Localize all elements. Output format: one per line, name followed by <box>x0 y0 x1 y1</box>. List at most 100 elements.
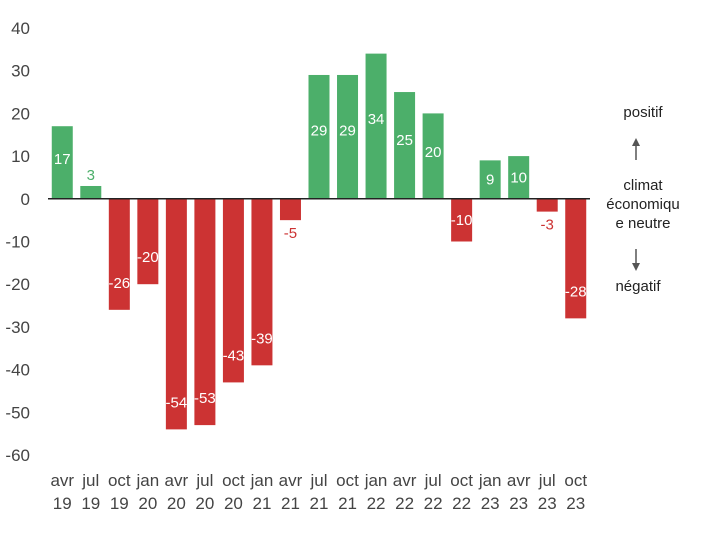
x-tick-year: 20 <box>138 494 157 513</box>
x-tick-month: oct <box>564 471 587 490</box>
x-tick-year: 23 <box>509 494 528 513</box>
bar <box>80 185 102 199</box>
bar <box>251 198 273 366</box>
x-tick-year: 23 <box>566 494 585 513</box>
bar <box>108 198 130 310</box>
bar <box>194 198 216 426</box>
data-label: 29 <box>311 123 328 140</box>
y-tick-label: -40 <box>5 361 30 380</box>
y-tick-label: -30 <box>5 318 30 337</box>
bar <box>565 198 587 319</box>
bar <box>451 198 473 242</box>
x-tick-month: avr <box>393 471 417 490</box>
data-label: 25 <box>396 132 413 149</box>
legend-neutral-line1: climat <box>623 177 663 194</box>
arrow-up-icon <box>632 138 640 160</box>
bar <box>279 198 301 221</box>
bar <box>308 74 330 199</box>
data-label: 29 <box>339 123 356 140</box>
data-label: -26 <box>108 275 130 292</box>
x-tick-month: oct <box>450 471 473 490</box>
x-tick-year: 22 <box>424 494 443 513</box>
data-label: -10 <box>451 212 473 229</box>
x-tick-year: 20 <box>167 494 186 513</box>
x-tick-month: jul <box>424 471 442 490</box>
data-label: 34 <box>368 111 385 128</box>
y-tick-label: 0 <box>21 190 30 209</box>
x-tick-year: 21 <box>310 494 329 513</box>
x-tick-year: 22 <box>367 494 386 513</box>
x-tick-month: avr <box>165 471 189 490</box>
bar <box>51 126 73 199</box>
bar <box>137 198 159 285</box>
y-tick-label: 40 <box>11 19 30 38</box>
y-tick-label: 20 <box>11 104 30 123</box>
x-tick-month: jul <box>309 471 327 490</box>
legend-positive: positif <box>623 104 663 121</box>
bars <box>51 53 587 430</box>
x-tick-month: jul <box>195 471 213 490</box>
x-axis: avr 19 jul 19 oct 19 jan 20 avr 20 jul 20 oct 20 jan 21… <box>50 471 587 513</box>
y-tick-label: -20 <box>5 275 30 294</box>
x-tick-year: 20 <box>224 494 243 513</box>
arrow-down-icon <box>632 249 640 271</box>
bar <box>222 198 244 383</box>
bar <box>422 113 444 199</box>
x-tick-month: jan <box>135 471 159 490</box>
bar <box>508 156 530 199</box>
data-label: 10 <box>510 169 527 186</box>
data-label: 20 <box>425 144 442 161</box>
x-tick-month: oct <box>108 471 131 490</box>
y-tick-label: 10 <box>11 147 30 166</box>
y-tick-label: 30 <box>11 62 30 81</box>
data-label: 3 <box>87 167 95 184</box>
x-tick-year: 20 <box>195 494 214 513</box>
bar <box>365 53 387 199</box>
legend-neutral-line3: e neutre <box>615 215 670 232</box>
y-axis: 40 30 20 10 0 -10 -20 -30 -40 -50 -60 <box>5 19 30 465</box>
x-tick-year: 19 <box>81 494 100 513</box>
bar <box>479 160 501 199</box>
data-label: -53 <box>194 390 216 407</box>
bar <box>165 198 187 430</box>
y-tick-label: -10 <box>5 233 30 252</box>
x-tick-month: jul <box>81 471 99 490</box>
data-label: 17 <box>54 151 71 168</box>
x-tick-month: avr <box>279 471 303 490</box>
x-tick-year: 19 <box>53 494 72 513</box>
x-tick-month: jan <box>364 471 388 490</box>
data-label: -43 <box>223 347 245 364</box>
x-tick-year: 23 <box>538 494 557 513</box>
bar <box>536 198 558 212</box>
x-tick-year: 19 <box>110 494 129 513</box>
bar <box>394 92 416 199</box>
data-label: -39 <box>251 330 273 347</box>
x-tick-month: avr <box>507 471 531 490</box>
y-tick-label: -50 <box>5 403 30 422</box>
x-tick-month: oct <box>336 471 359 490</box>
x-tick-year: 23 <box>481 494 500 513</box>
x-tick-year: 22 <box>395 494 414 513</box>
y-tick-label: -60 <box>5 446 30 465</box>
x-tick-month: jul <box>538 471 556 490</box>
x-tick-month: oct <box>222 471 245 490</box>
legend-negative: négatif <box>615 278 661 295</box>
x-tick-year: 21 <box>252 494 271 513</box>
data-labels: 17 3 -26 -20 -54 -53 -43 -39 -5 29 29 34 25 20 -10 9 10 -… <box>54 111 587 411</box>
data-label: -20 <box>137 249 159 266</box>
data-label: -28 <box>565 283 587 300</box>
data-label: -54 <box>166 394 188 411</box>
x-tick-month: jan <box>478 471 502 490</box>
x-tick-month: jan <box>250 471 274 490</box>
legend-neutral-line2: économiqu <box>606 196 679 213</box>
x-tick-year: 21 <box>281 494 300 513</box>
data-label: 9 <box>486 172 494 189</box>
data-label: -3 <box>541 217 554 234</box>
x-tick-year: 22 <box>452 494 471 513</box>
legend: positif climat économiqu e neutre négati… <box>606 104 679 295</box>
x-tick-year: 21 <box>338 494 357 513</box>
bar <box>337 74 359 199</box>
x-tick-month: avr <box>50 471 74 490</box>
data-label: -5 <box>284 225 297 242</box>
